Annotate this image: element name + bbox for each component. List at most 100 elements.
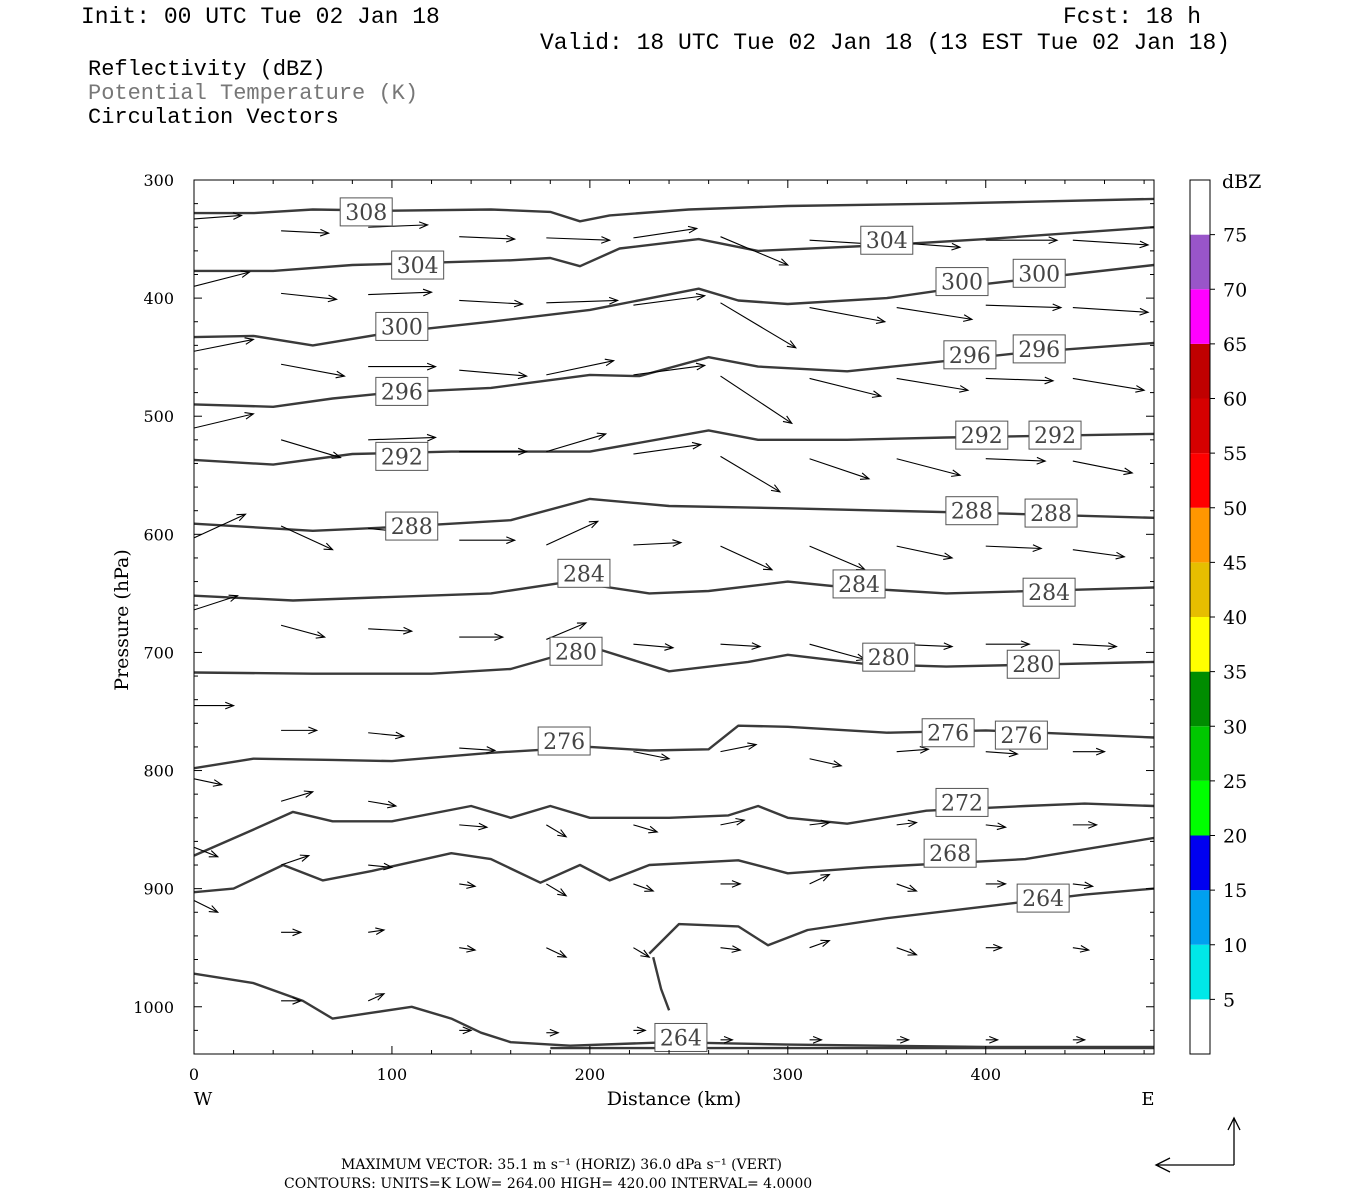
- contour-264: [194, 972, 1154, 1049]
- circulation-vector: [459, 822, 489, 831]
- contour-label: 264: [1016, 883, 1070, 913]
- circulation-vector: [720, 1035, 734, 1044]
- svg-text:280: 280: [868, 646, 910, 671]
- svg-text:300: 300: [941, 271, 983, 296]
- colorbar-swatch: [1190, 453, 1210, 508]
- circulation-vector: [368, 927, 386, 935]
- colorbar-swatch: [1190, 890, 1210, 945]
- circulation-vector: [633, 883, 655, 892]
- colorbar-swatch: [1190, 726, 1210, 781]
- contour-label: 300: [935, 267, 989, 297]
- circulation-vector: [809, 307, 887, 325]
- circulation-vector: [280, 854, 311, 866]
- x-tick-label: 300: [773, 1065, 804, 1084]
- circulation-vector: [194, 701, 236, 710]
- contour-264: [652, 956, 671, 1011]
- circulation-vector: [194, 412, 255, 429]
- colorbar-label: 35: [1223, 662, 1247, 684]
- svg-text:304: 304: [866, 229, 908, 254]
- circulation-vector: [368, 288, 434, 297]
- circulation-vector: [896, 458, 962, 477]
- circulation-vector: [194, 594, 239, 611]
- contour-label: 308: [339, 197, 393, 227]
- y-tick-label: 500: [143, 407, 174, 426]
- circulation-vector: [985, 456, 1047, 465]
- circulation-vector: [985, 822, 1008, 831]
- circulation-vector: [194, 337, 255, 352]
- circulation-vector: [280, 439, 342, 459]
- colorbar-label: 40: [1223, 607, 1247, 629]
- circulation-vector: [985, 880, 1008, 888]
- contour-label: 300: [375, 311, 429, 341]
- legend-potential-temperature: Potential Temperature (K): [88, 81, 419, 106]
- x-tick-label: 0: [189, 1065, 199, 1084]
- circulation-vector: [896, 883, 918, 892]
- colorbar-swatch: [1190, 562, 1210, 617]
- colorbar-swatch: [1190, 617, 1210, 672]
- colorbar-label: 15: [1223, 880, 1247, 902]
- circulation-vector: [720, 455, 782, 493]
- colorbar-label: 20: [1223, 826, 1247, 848]
- circulation-vector: [720, 236, 790, 266]
- circulation-vector: [985, 943, 1004, 952]
- svg-text:276: 276: [543, 730, 585, 755]
- circulation-vector: [985, 640, 1031, 649]
- contour-label: 296: [375, 376, 429, 406]
- circulation-vector: [459, 299, 525, 308]
- contour-268: [194, 836, 1154, 894]
- contour-288: [194, 497, 1154, 532]
- circulation-vector: [896, 307, 974, 322]
- circulation-vector: [546, 236, 612, 244]
- circulation-vector: [194, 778, 224, 787]
- colorbar-label: 60: [1223, 389, 1247, 411]
- svg-text:296: 296: [949, 344, 991, 369]
- circulation-vector: [194, 513, 247, 539]
- svg-text:308: 308: [345, 201, 387, 226]
- colorbar-swatch: [1190, 507, 1210, 563]
- circulation-vector: [459, 1026, 473, 1035]
- x-axis-west-label: W: [194, 1089, 213, 1110]
- colorbar-title: dBZ: [1222, 171, 1261, 193]
- colorbar-label: 65: [1223, 334, 1247, 356]
- circulation-vector: [633, 441, 703, 455]
- circulation-vector: [633, 293, 707, 306]
- colorbar-swatch: [1190, 234, 1210, 290]
- contour-label: 272: [935, 787, 989, 817]
- contour-label: 276: [537, 726, 591, 756]
- colorbar-label: 70: [1223, 279, 1247, 301]
- colorbar-swatch: [1190, 180, 1210, 235]
- circulation-vector: [459, 369, 529, 380]
- circulation-vector: [194, 899, 220, 913]
- circulation-vector: [368, 626, 414, 635]
- circulation-vector: [633, 225, 699, 239]
- colorbar-swatch: [1190, 289, 1210, 344]
- circulation-vector: [368, 862, 394, 871]
- circulation-vector: [896, 947, 918, 956]
- circulation-vector: [459, 881, 477, 889]
- svg-text:272: 272: [941, 791, 983, 816]
- circulation-vector: [809, 758, 843, 768]
- circulation-vector: [1072, 460, 1134, 476]
- theta-contours: [194, 197, 1154, 1050]
- x-axis-label: Distance (km): [607, 1088, 742, 1110]
- circulation-vector: [1072, 1035, 1087, 1044]
- y-tick-label: 800: [143, 762, 174, 781]
- circulation-vector: [280, 525, 334, 551]
- init-time: Init: 00 UTC Tue 02 Jan 18: [81, 4, 440, 30]
- circulation-vector: [896, 819, 918, 828]
- circulation-vector: [368, 221, 430, 230]
- svg-text:296: 296: [381, 380, 423, 405]
- colorbar-swatch: [1190, 398, 1210, 454]
- circulation-vector: [809, 819, 831, 828]
- contour-label: 276: [994, 720, 1048, 750]
- contour-264: [648, 887, 1154, 955]
- y-axis-label: Pressure (hPa): [111, 549, 133, 691]
- svg-text:264: 264: [1022, 887, 1064, 912]
- contour-300: [194, 263, 1154, 347]
- circulation-vector: [1072, 239, 1150, 249]
- contour-label: 292: [955, 420, 1009, 450]
- svg-text:300: 300: [381, 315, 423, 340]
- circulation-vector: [459, 945, 477, 953]
- plot-frame: [193, 179, 1155, 1055]
- colorbar-swatch: [1190, 780, 1210, 836]
